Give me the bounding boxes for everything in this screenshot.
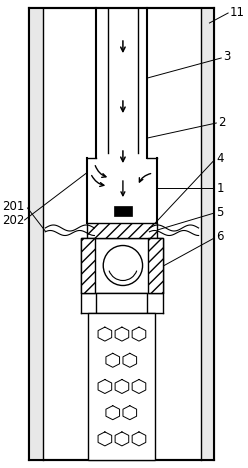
Text: 6: 6 [216, 231, 224, 243]
Bar [87, 223, 157, 238]
Bar [89, 313, 155, 460]
Text: 2: 2 [218, 116, 226, 129]
Bar [81, 238, 95, 293]
Text: 5: 5 [216, 205, 224, 219]
Bar [81, 238, 163, 293]
Text: 202: 202 [2, 213, 24, 227]
Text: 3: 3 [223, 51, 231, 64]
Text: 11: 11 [230, 6, 245, 19]
Bar [30, 8, 214, 460]
Circle shape [103, 246, 143, 285]
Bar [96, 293, 148, 313]
Bar [30, 8, 43, 460]
Text: 4: 4 [216, 153, 224, 166]
Bar [149, 238, 163, 293]
Bar [201, 8, 214, 460]
Bar [114, 206, 132, 216]
Text: 201: 201 [2, 200, 24, 213]
Text: 1: 1 [216, 182, 224, 195]
